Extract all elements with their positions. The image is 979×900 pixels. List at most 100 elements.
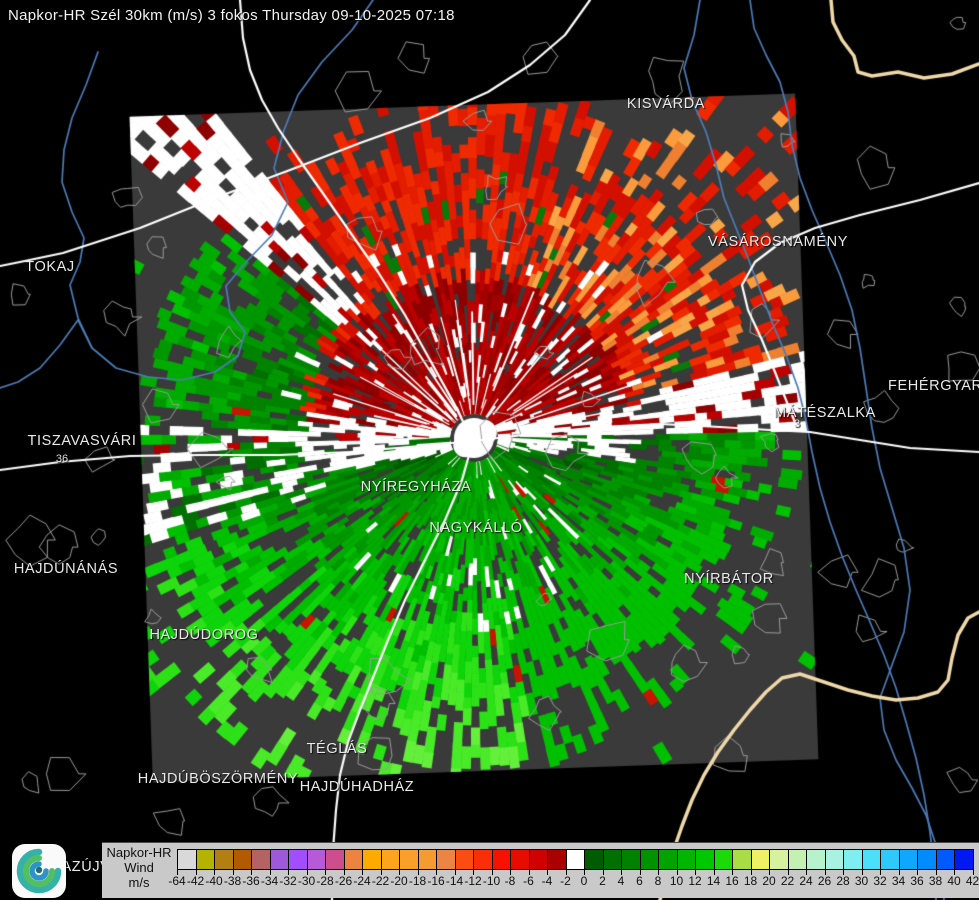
legend-tick-label: -40 [205, 874, 223, 888]
legend-tick [399, 870, 400, 875]
legend-swatch [325, 849, 345, 870]
legend-tick [177, 870, 178, 875]
legend-tick-label: 12 [688, 874, 702, 888]
legend-swatch [288, 849, 308, 870]
city-label: HAJDÚHADHÁZ [299, 779, 415, 795]
legend-tick [380, 870, 382, 875]
legend-tick [917, 870, 918, 875]
legend-tick-label: 16 [725, 874, 739, 888]
legend-swatch [177, 849, 197, 870]
legend-tick [602, 870, 604, 875]
legend-swatch [861, 849, 881, 870]
legend-tick-label: 22 [780, 874, 795, 888]
product-title: Napkor-HR Szél 30km (m/s) 3 fokos Thursd… [8, 7, 455, 24]
legend-tick [473, 870, 474, 875]
legend-swatch [195, 849, 215, 870]
legend-swatch [602, 849, 622, 870]
legend-tick [214, 870, 215, 875]
legend-product-line: m/s [128, 875, 150, 890]
legend-tick-label: -16 [427, 874, 445, 888]
legend-tick [510, 870, 511, 875]
legend-tick [491, 870, 493, 875]
legend-tick-label: -18 [408, 874, 427, 888]
legend-product-label: Napkor-HR Wind m/s [102, 845, 176, 890]
legend-tick-label: -22 [371, 874, 390, 888]
legend-swatch [824, 849, 844, 870]
legend-tick-label: 4 [617, 874, 625, 888]
legend-tick-label: 24 [799, 874, 813, 888]
legend-swatch [750, 849, 770, 870]
legend-swatch [565, 849, 585, 870]
legend-tick-label: 6 [636, 874, 643, 888]
legend-tick [232, 870, 234, 875]
legend-tick [824, 870, 826, 875]
legend-panel: Napkor-HR Wind m/s -64 -42 -40 -38 -36 -34 -32… [102, 842, 979, 898]
legend-tick-label: -32 [279, 874, 297, 888]
legend-tick [898, 870, 900, 875]
legend-tick-label: 38 [928, 874, 943, 888]
legend-tick [806, 870, 807, 875]
city-label: VÁSÁROSNAMÉNY [708, 234, 848, 250]
city-label: TOKAJ [25, 259, 75, 275]
legend-tick [658, 870, 659, 875]
hungaromet-logo [12, 844, 66, 898]
legend-swatch [214, 849, 234, 870]
city-label: NYÍREGYHÁZA [360, 479, 472, 495]
legend-tick-label: -2 [560, 874, 571, 888]
legend-tick-label: 20 [762, 874, 776, 888]
legend-swatch [713, 849, 733, 870]
legend-tick [676, 870, 678, 875]
legend-tick-label: -12 [464, 874, 482, 888]
legend-tick [454, 870, 456, 875]
legend-swatch [473, 849, 493, 870]
legend-swatch [306, 849, 326, 870]
legend-tick [861, 870, 863, 875]
legend-tick [269, 870, 271, 875]
legend-tick-label: 34 [891, 874, 906, 888]
legend-swatch [880, 849, 900, 870]
legend-swatch [843, 849, 863, 870]
legend-tick [325, 870, 326, 875]
legend-swatch [621, 849, 641, 870]
legend-tick [343, 870, 345, 875]
legend-tick [547, 870, 548, 875]
legend-tick [639, 870, 641, 875]
legend-tick [750, 870, 752, 875]
legend-tick-label: 18 [743, 874, 758, 888]
city-label: NAGYKÁLLÓ [429, 520, 523, 536]
legend-tick [713, 870, 715, 875]
legend-tick [787, 870, 789, 875]
legend-swatch [491, 849, 511, 870]
legend-swatch [454, 849, 474, 870]
legend-swatch [695, 849, 715, 870]
legend-tick-label: 2 [599, 874, 606, 888]
legend-swatch [898, 849, 918, 870]
legend-tick-label: 36 [910, 874, 924, 888]
legend-swatch [380, 849, 400, 870]
legend-swatch [769, 849, 789, 870]
legend-tick [954, 870, 955, 875]
city-label: HAJDÚNÁNÁS [13, 561, 119, 577]
legend-tick-label: -6 [523, 874, 534, 888]
city-label: TISZAVASVÁRI [27, 433, 137, 449]
legend-tick [769, 870, 770, 875]
legend-tick-label: -38 [223, 874, 242, 888]
city-label: HAJDÚBÖSZÖRMÉNY [137, 771, 299, 787]
legend-swatch [269, 849, 289, 870]
legend-tick [195, 870, 197, 875]
legend-tick-label: -28 [316, 874, 334, 888]
legend-swatch [806, 849, 826, 870]
legend-tick [306, 870, 308, 875]
legend-tick [288, 870, 289, 875]
legend-tick-label: -4 [541, 874, 553, 888]
legend-tick-label: 8 [654, 874, 662, 888]
legend-swatch [954, 849, 974, 870]
legend-swatch [917, 849, 937, 870]
legend-tick [880, 870, 881, 875]
legend-swatch [417, 849, 437, 870]
legend-tick-label: 26 [817, 874, 832, 888]
legend-swatch [528, 849, 548, 870]
road-number-label: 3 [793, 418, 801, 430]
